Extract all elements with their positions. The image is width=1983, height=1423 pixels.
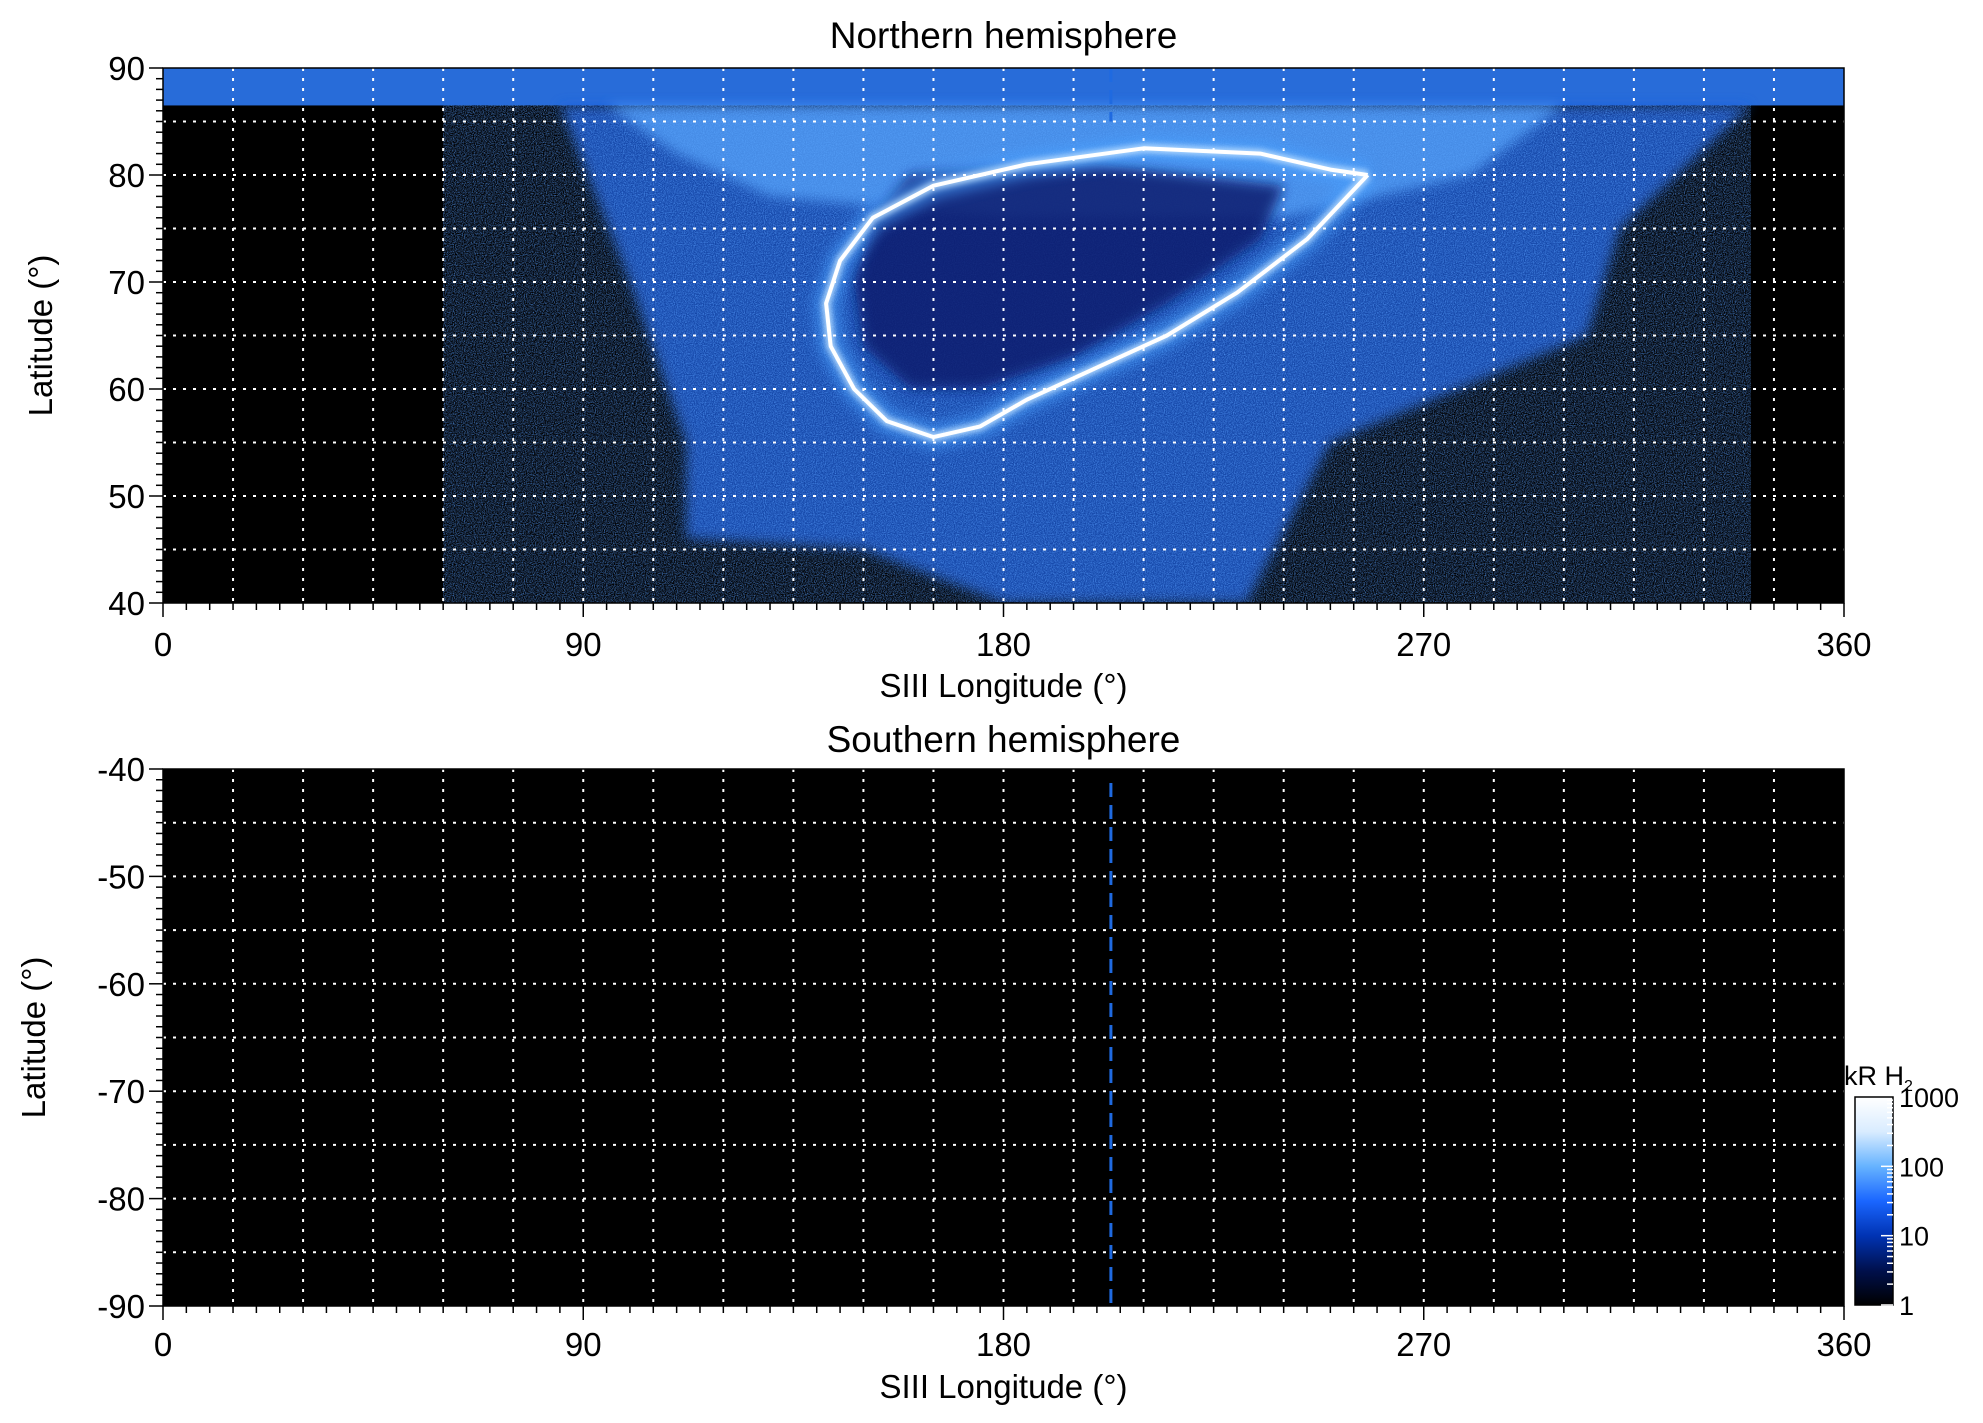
south-x-tick-label: 360 — [1816, 1326, 1871, 1363]
colorbar-tick-label: 10 — [1899, 1222, 1929, 1252]
main-oval-arc — [824, 146, 1370, 440]
south-x-tick-label: 90 — [565, 1326, 602, 1363]
colorbar-title: kR H2 — [1844, 1061, 1913, 1095]
north-x-tick-label: 90 — [565, 626, 602, 663]
north-y-tick-label: 50 — [108, 478, 145, 515]
northern-axes: 0 90 180 270 360 40 50 60 70 80 90 — [108, 50, 1871, 663]
southern-grid — [163, 769, 1844, 1306]
northern-title: Northern hemisphere — [830, 15, 1178, 56]
north-x-tick-label: 270 — [1396, 626, 1451, 663]
colorbar-tick-label: 100 — [1899, 1152, 1944, 1182]
colorbar-gradient — [1854, 1096, 1894, 1306]
northern-x-axis-label: SIII Longitude (°) — [880, 667, 1128, 704]
north-y-tick-label: 60 — [108, 371, 145, 408]
colorbar: kR H2 1 10 100 1000 — [1844, 1061, 1959, 1321]
colorbar-title-subscript: 2 — [1904, 1078, 1913, 1095]
south-x-tick-label: 180 — [976, 1326, 1031, 1363]
north-y-tick-label: 70 — [108, 264, 145, 301]
colorbar-tick-label: 1000 — [1899, 1083, 1959, 1113]
southern-axes: 0 90 180 270 360 -90 -80 -70 -60 -50 -40 — [97, 751, 1871, 1363]
north-x-tick-label: 180 — [976, 626, 1031, 663]
south-y-tick-label: -90 — [97, 1288, 145, 1325]
south-y-tick-label: -80 — [97, 1181, 145, 1218]
south-y-tick-label: -50 — [97, 858, 145, 895]
north-y-tick-label: 80 — [108, 157, 145, 194]
south-y-tick-label: -70 — [97, 1073, 145, 1110]
colorbar-title-main: kR H — [1844, 1061, 1904, 1091]
northern-y-axis-label: Latitude (°) — [22, 255, 59, 417]
south-x-tick-label: 270 — [1396, 1326, 1451, 1363]
southern-panel: Southern hemisphere 0 90 180 270 360 -90 -80 -7… — [15, 719, 1872, 1405]
southern-title: Southern hemisphere — [827, 719, 1181, 760]
southern-x-axis-label: SIII Longitude (°) — [880, 1368, 1128, 1405]
colorbar-ticks: 1 10 100 1000 — [1881, 1083, 1959, 1321]
northern-emission-map — [163, 68, 1844, 603]
southern-y-axis-label: Latitude (°) — [15, 957, 52, 1119]
northern-grid — [163, 68, 1844, 603]
north-x-tick-label: 0 — [154, 626, 172, 663]
oval-interior — [854, 164, 1284, 389]
north-y-tick-label: 40 — [108, 585, 145, 622]
north-x-tick-label: 360 — [1816, 626, 1871, 663]
south-y-tick-label: -40 — [97, 751, 145, 788]
colorbar-tick-label: 1 — [1899, 1291, 1914, 1321]
northern-panel: Northern hemisphere 0 90 180 270 360 40 50 60 70… — [22, 15, 1872, 704]
south-y-tick-label: -60 — [97, 966, 145, 1003]
south-x-tick-label: 0 — [154, 1326, 172, 1363]
north-y-tick-label: 90 — [108, 50, 145, 87]
